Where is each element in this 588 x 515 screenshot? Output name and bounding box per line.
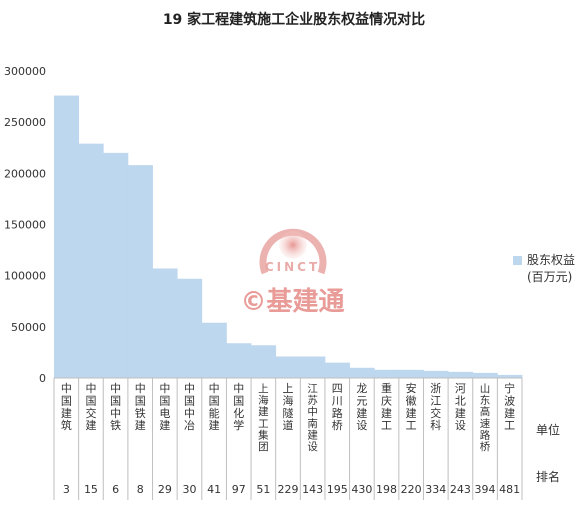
rank-value: 15 <box>84 483 98 496</box>
bar <box>152 268 178 378</box>
rank-value: 8 <box>137 483 144 496</box>
rank-value: 51 <box>256 483 270 496</box>
category-label: 江苏中南建设 <box>307 383 318 453</box>
category-label: 重庆建工 <box>381 381 392 432</box>
bar <box>374 369 400 378</box>
category-label: 中国化学 <box>233 382 244 432</box>
y-tick-label: 0 <box>39 372 46 385</box>
category-label: 龙元建设 <box>356 382 367 432</box>
rank-value: 97 <box>232 483 246 496</box>
rank-value: 30 <box>182 483 196 496</box>
bar <box>226 343 252 378</box>
rank-value: 143 <box>302 483 323 496</box>
bar <box>177 278 203 378</box>
rank-value: 243 <box>450 483 471 496</box>
rank-value: 3 <box>63 483 70 496</box>
category-label: 宁波建工 <box>504 381 515 432</box>
rank-value: 334 <box>425 483 446 496</box>
bar <box>448 371 474 378</box>
category-labels: 中国建筑 中国交建 中国中铁 中国铁建 中国电建 中国中冶 中国能建 中国化学 上海建工集团 上海… <box>61 381 515 453</box>
rank-value: 198 <box>376 483 397 496</box>
legend-label: 股东权益 <box>527 253 576 267</box>
y-tick-label: 250000 <box>4 116 46 129</box>
category-label: 中国电建 <box>159 382 170 432</box>
rank-row-label: 排名 <box>536 470 561 484</box>
y-tick-label: 100000 <box>4 270 46 283</box>
y-tick-label: 150000 <box>4 219 46 232</box>
rank-labels: 3 15 6 8 29 30 41 97 51 229 143 195 430 198 220 334 243 3… <box>63 483 520 496</box>
x-axis <box>53 377 523 500</box>
bar <box>201 322 227 378</box>
bar <box>300 356 326 378</box>
bar <box>497 374 523 378</box>
category-label: 山东高速路桥 <box>480 383 491 453</box>
bar <box>398 369 424 378</box>
category-label: 中国中冶 <box>184 382 195 432</box>
category-label: 上海隧道 <box>283 382 294 432</box>
bar <box>349 367 375 378</box>
category-label: 中国能建 <box>209 382 220 432</box>
chart-title: 19 家工程建筑施工企业股东权益情况对比 <box>162 12 426 28</box>
bar <box>275 356 301 378</box>
category-label: 中国铁建 <box>135 382 146 432</box>
category-label: 四川路桥 <box>332 382 343 432</box>
category-label: 中国建筑 <box>61 382 72 432</box>
category-label: 上海建工集团 <box>258 383 269 453</box>
bar <box>423 370 449 378</box>
unit-row-label: 单位 <box>536 423 561 437</box>
bar <box>324 362 350 378</box>
y-tick-label: 300000 <box>4 65 46 78</box>
y-tick-label: 50000 <box>11 321 46 334</box>
category-label: 浙江交科 <box>430 382 441 432</box>
rank-value: 481 <box>499 483 520 496</box>
category-label: 河北建设 <box>455 382 466 432</box>
legend-swatch <box>513 256 522 265</box>
rank-value: 220 <box>401 483 422 496</box>
category-label: 中国中铁 <box>110 382 121 432</box>
y-tick-label: 200000 <box>4 167 46 180</box>
legend-unit: (百万元) <box>527 270 573 284</box>
rank-value: 29 <box>158 483 172 496</box>
bar-series <box>54 95 523 378</box>
bar <box>103 152 129 378</box>
bar <box>472 372 498 378</box>
rank-value: 6 <box>112 483 119 496</box>
bar <box>251 345 277 378</box>
rank-value: 41 <box>207 483 221 496</box>
rank-value: 229 <box>278 483 299 496</box>
bar <box>127 165 153 378</box>
bar <box>78 143 104 378</box>
rank-value: 195 <box>327 483 348 496</box>
category-label: 中国交建 <box>85 382 96 432</box>
rank-value: 394 <box>475 483 496 496</box>
category-label: 安徽建工 <box>406 381 417 432</box>
bar <box>54 95 80 378</box>
rank-value: 430 <box>351 483 372 496</box>
y-axis: 0 50000 100000 150000 200000 250000 300000 <box>4 65 46 385</box>
